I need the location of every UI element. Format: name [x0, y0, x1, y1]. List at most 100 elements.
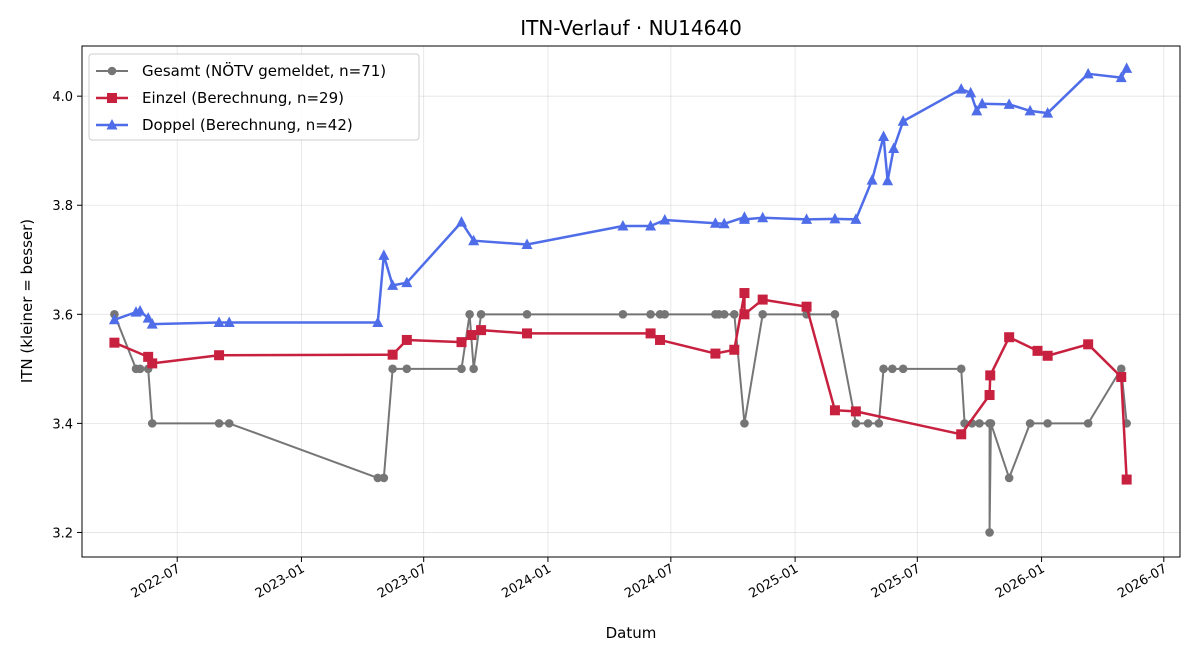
data-point-doppel	[897, 115, 909, 126]
data-point-doppel	[850, 213, 862, 224]
data-point-einzel	[1042, 350, 1053, 361]
data-point-gesamt	[975, 419, 984, 428]
data-point-doppel	[142, 312, 154, 323]
data-point-gesamt	[1043, 419, 1052, 428]
data-point-einzel	[801, 301, 812, 312]
data-point-gesamt	[888, 364, 897, 374]
data-point-doppel	[1003, 98, 1015, 109]
grid	[82, 46, 1180, 557]
data-point-gesamt	[985, 528, 994, 537]
data-point-gesamt	[660, 310, 670, 319]
data-point-gesamt	[898, 364, 908, 374]
legend-marker	[106, 119, 118, 130]
data-point-doppel	[1042, 107, 1054, 118]
data-point-einzel	[985, 370, 996, 381]
data-point-einzel	[1121, 474, 1132, 485]
data-point-einzel	[956, 429, 967, 440]
data-point-einzel	[984, 390, 995, 401]
data-point-doppel	[829, 212, 841, 224]
data-point-gesamt	[758, 310, 767, 319]
data-point-doppel	[955, 83, 967, 94]
data-point-gesamt	[956, 364, 966, 374]
data-point-gesamt	[730, 310, 739, 319]
data-point-doppel	[757, 211, 769, 223]
data-point-einzel	[522, 328, 533, 339]
data-point-doppel	[882, 174, 894, 186]
data-point-gesamt	[1025, 419, 1035, 428]
data-point-doppel	[878, 130, 890, 142]
legend-swatch-doppel	[96, 119, 128, 130]
y-tick-label: 3.2	[52, 526, 73, 541]
legend-marker	[107, 66, 117, 76]
data-point-gesamt	[224, 419, 234, 428]
data-point-einzel	[1083, 339, 1094, 350]
data-point-gesamt	[1083, 419, 1093, 428]
x-axis-label: Datum	[606, 624, 657, 642]
data-point-einzel	[655, 334, 666, 345]
data-point-einzel	[757, 294, 768, 305]
y-tick-label: 4.0	[52, 90, 73, 105]
legend-marker	[107, 93, 117, 103]
legend-swatch-gesamt	[96, 66, 128, 76]
data-point-doppel	[134, 305, 146, 316]
data-point-doppel	[372, 316, 384, 327]
legend-box	[88, 53, 420, 141]
data-point-gesamt	[874, 419, 884, 428]
data-point-doppel	[146, 318, 158, 329]
data-point-gesamt	[646, 310, 655, 319]
data-point-einzel	[387, 349, 398, 360]
data-point-doppel	[971, 104, 983, 116]
data-point-einzel	[143, 351, 154, 362]
data-point-einzel	[829, 405, 840, 416]
data-point-gesamt	[719, 310, 729, 319]
data-point-gesamt	[214, 419, 224, 428]
data-point-einzel	[850, 406, 861, 417]
data-point-doppel	[645, 219, 657, 231]
data-point-gesamt	[740, 419, 749, 428]
series-gesamt	[110, 310, 1131, 537]
data-point-einzel	[645, 328, 656, 339]
data-point-gesamt	[618, 310, 628, 319]
data-point-doppel	[1115, 71, 1127, 83]
data-point-gesamt	[135, 364, 145, 374]
data-point-doppel	[659, 213, 671, 225]
data-point-doppel	[387, 279, 399, 290]
data-point-gesamt	[879, 364, 888, 374]
data-point-gesamt	[402, 364, 412, 374]
y-axis: 3.2 3.4 3.6 3.8 4.0	[52, 90, 82, 541]
data-point-einzel	[476, 325, 487, 336]
data-point-gesamt	[379, 473, 389, 483]
data-point-gesamt	[1004, 473, 1014, 483]
data-point-doppel	[617, 219, 629, 231]
data-point-doppel	[468, 234, 480, 246]
y-tick-label: 3.4	[52, 417, 73, 432]
data-point-doppel	[1121, 62, 1133, 73]
data-point-doppel	[1082, 67, 1094, 79]
data-point-einzel	[1116, 372, 1127, 383]
series-doppel	[108, 62, 1133, 329]
data-point-doppel	[1024, 104, 1036, 116]
data-point-einzel	[1004, 332, 1015, 343]
data-point-doppel	[521, 238, 533, 250]
data-point-einzel	[456, 337, 467, 348]
data-point-einzel	[739, 309, 750, 320]
data-point-doppel	[456, 216, 468, 227]
legend: Gesamt (NÖTV gemeldet, n=71) Einzel (Bere…	[88, 53, 420, 141]
data-point-doppel	[213, 316, 225, 327]
data-point-einzel	[401, 334, 412, 345]
data-point-doppel	[866, 174, 878, 185]
data-point-einzel	[109, 337, 120, 348]
data-point-gesamt	[830, 310, 840, 319]
legend-label-gesamt: Gesamt (NÖTV gemeldet, n=71)	[142, 61, 386, 80]
data-point-einzel	[739, 288, 750, 299]
data-point-einzel	[147, 358, 158, 369]
data-point-doppel	[108, 313, 120, 325]
data-point-doppel	[223, 316, 235, 327]
data-point-gesamt	[469, 364, 478, 374]
data-point-doppel	[738, 213, 750, 224]
data-point-einzel	[466, 330, 477, 341]
data-point-doppel	[709, 217, 721, 228]
data-point-gesamt	[373, 473, 383, 483]
legend-label-einzel: Einzel (Berechnung, n=29)	[142, 89, 344, 107]
